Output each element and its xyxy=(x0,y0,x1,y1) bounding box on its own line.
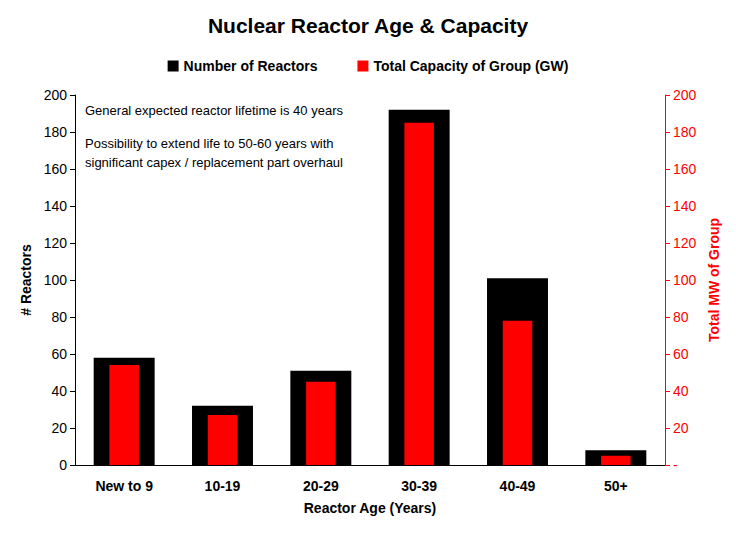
svg-text:40: 40 xyxy=(673,383,689,399)
svg-text:180: 180 xyxy=(673,124,697,140)
svg-text:120: 120 xyxy=(673,235,697,251)
svg-text:160: 160 xyxy=(44,161,68,177)
svg-text:80: 80 xyxy=(51,309,67,325)
svg-text:80: 80 xyxy=(673,309,689,325)
svg-text:120: 120 xyxy=(44,235,68,251)
svg-text:10-19: 10-19 xyxy=(205,478,241,494)
svg-text:30-39: 30-39 xyxy=(401,478,437,494)
svg-text:200: 200 xyxy=(673,87,697,103)
svg-text:Total Capacity of Group (GW): Total Capacity of Group (GW) xyxy=(373,58,568,74)
svg-text:140: 140 xyxy=(673,198,697,214)
svg-text:40-49: 40-49 xyxy=(500,478,536,494)
svg-text:General expected reactor lifet: General expected reactor lifetime is 40 … xyxy=(85,103,343,118)
svg-text:50+: 50+ xyxy=(604,478,628,494)
svg-text:40: 40 xyxy=(51,383,67,399)
svg-text:-: - xyxy=(673,457,678,473)
svg-text:Total MW of Group: Total MW of Group xyxy=(706,218,722,342)
svg-text:60: 60 xyxy=(673,346,689,362)
svg-text:20: 20 xyxy=(51,420,67,436)
svg-text:140: 140 xyxy=(44,198,68,214)
svg-text:significant capex / replacemen: significant capex / replacement part ove… xyxy=(85,155,343,170)
svg-text:100: 100 xyxy=(44,272,68,288)
svg-text:100: 100 xyxy=(673,272,697,288)
svg-text:Reactor Age (Years): Reactor Age (Years) xyxy=(304,500,437,516)
svg-text:200: 200 xyxy=(44,87,68,103)
svg-text:# Reactors: # Reactors xyxy=(18,244,34,316)
svg-text:20: 20 xyxy=(673,420,689,436)
svg-text:New to 9: New to 9 xyxy=(95,478,153,494)
svg-text:20-29: 20-29 xyxy=(303,478,339,494)
svg-text:Possibility to extend life to: Possibility to extend life to 50-60 year… xyxy=(85,136,334,151)
svg-text:160: 160 xyxy=(673,161,697,177)
svg-text:Nuclear Reactor Age & Capacity: Nuclear Reactor Age & Capacity xyxy=(208,14,528,37)
svg-text:180: 180 xyxy=(44,124,68,140)
svg-text:Number of Reactors: Number of Reactors xyxy=(184,58,318,74)
svg-text:0: 0 xyxy=(59,457,67,473)
svg-text:60: 60 xyxy=(51,346,67,362)
